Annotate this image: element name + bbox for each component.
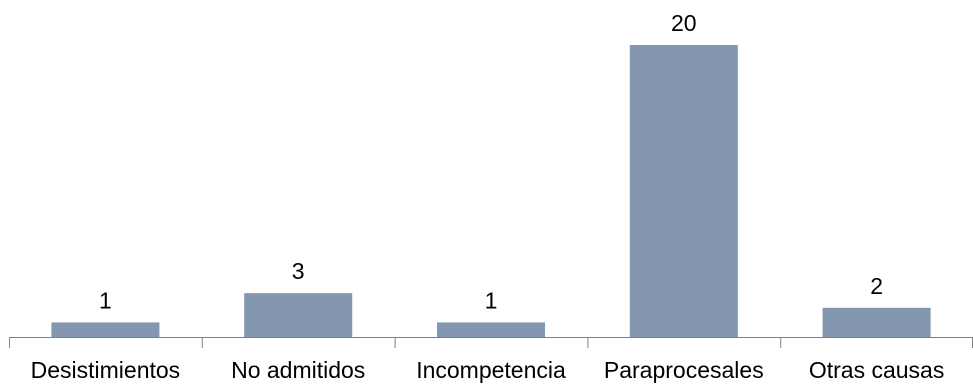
x-tick-labels-group: Desistimientos No admitidos Incompetencia P…	[31, 357, 945, 383]
data-label-2: 1	[485, 287, 498, 313]
data-label-3: 20	[671, 10, 697, 36]
data-label-0: 1	[99, 287, 112, 313]
data-label-1: 3	[292, 258, 305, 284]
data-label-4: 2	[870, 273, 883, 299]
x-tick-label-3: Paraprocesales	[604, 357, 764, 383]
x-tick-label-0: Desistimientos	[31, 357, 181, 383]
bar-1	[244, 293, 353, 337]
bar-0	[51, 322, 160, 337]
x-tick-label-4: Otras causas	[809, 357, 945, 383]
x-tick-label-1: No admitidos	[231, 357, 365, 383]
data-labels-group: 1 3 1 20 2	[99, 10, 883, 313]
x-tick-label-2: Incompetencia	[416, 357, 566, 383]
bar-2	[437, 322, 545, 337]
bars-group	[51, 45, 931, 337]
bar-4	[822, 307, 931, 337]
bar-3	[629, 45, 738, 337]
x-axis	[9, 337, 973, 348]
